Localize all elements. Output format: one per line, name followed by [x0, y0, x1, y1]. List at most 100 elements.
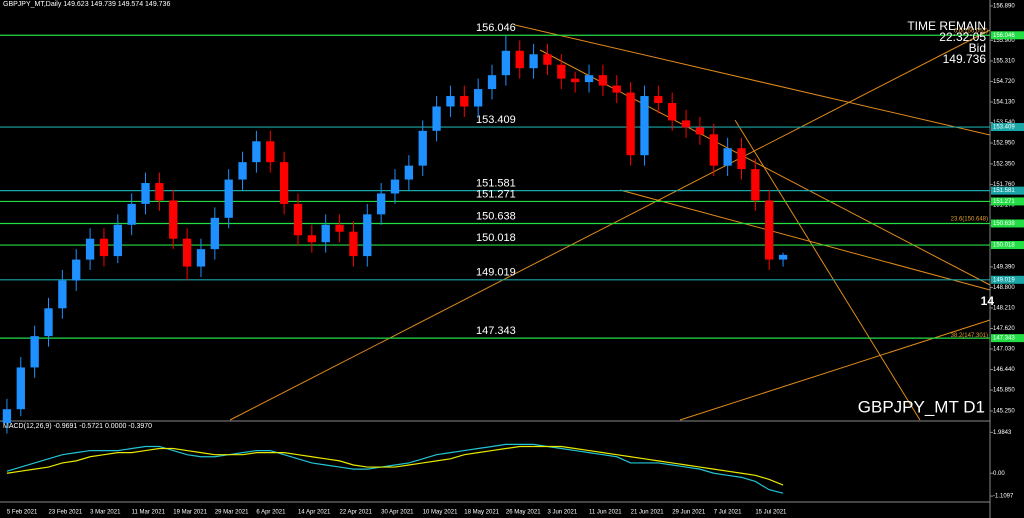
macd-line	[6, 443, 784, 494]
candle-body	[515, 50, 524, 69]
y-tick-label: 154.130	[993, 100, 1015, 106]
level-box-label: 153.409	[993, 125, 1015, 131]
candle-body	[501, 50, 511, 76]
level-label: 151.581	[476, 178, 516, 190]
x-tick-label: 11 Jun 2021	[589, 510, 622, 516]
level-box	[991, 334, 1024, 343]
candle-body	[16, 367, 25, 410]
x-tick-label: 18 May 2021	[464, 510, 499, 516]
fib-label: 38.2(147.301)	[951, 333, 988, 339]
level-label: 150.638	[476, 210, 516, 222]
chart-title: GBPJPY_MT,Daily 149.623 149.739 149.574 …	[3, 1, 170, 8]
candle-body	[778, 254, 788, 260]
candle-body	[404, 165, 414, 180]
candle-body	[293, 203, 303, 236]
watermark: GBPJPY_MT D1	[858, 397, 985, 416]
candle-body	[584, 75, 594, 83]
candle-body	[85, 238, 95, 260]
candle-body	[737, 148, 746, 170]
y-tick-label: 154.720	[993, 79, 1015, 85]
y-tick-label: 155.900	[993, 38, 1015, 44]
x-tick-label: 30 Apr 2021	[381, 510, 414, 516]
macd-line	[6, 445, 784, 486]
y-tick-label: 151.170	[993, 203, 1015, 209]
candle-body	[141, 183, 150, 204]
candle-body	[432, 106, 441, 131]
candle-body	[279, 162, 289, 204]
candle-body	[30, 336, 39, 368]
level-box	[991, 197, 1024, 206]
candle-body	[543, 54, 552, 65]
fib-label: 0.0(156.057)	[954, 28, 988, 34]
candle-body	[127, 203, 136, 225]
y-tick-label: 145.850	[993, 388, 1015, 394]
candle-body	[668, 102, 677, 121]
x-tick-label: 29 Mar 2021	[215, 510, 249, 516]
candle-body	[238, 162, 247, 180]
x-tick-label: 15 Jul 2021	[755, 510, 787, 516]
candle-body	[196, 249, 206, 267]
candle-body	[307, 235, 316, 243]
x-tick-label: 6 Apr 2021	[256, 510, 286, 516]
y-tick-label: 147.620	[993, 326, 1015, 332]
level-label: 149.019	[476, 267, 516, 279]
level-box	[991, 31, 1024, 40]
candle-body	[474, 89, 483, 107]
candle-body	[529, 54, 538, 69]
level-box	[991, 186, 1024, 195]
level-box-label: 149.019	[993, 277, 1015, 283]
level-box-label: 151.581	[993, 188, 1015, 194]
candle-body	[72, 259, 81, 281]
x-tick-label: 29 Jun 2021	[672, 510, 706, 516]
level-box	[991, 123, 1024, 132]
level-label: 151.271	[476, 188, 516, 200]
macd-y-tick-label: 0.00	[993, 471, 1005, 477]
y-tick-label: 146.440	[993, 367, 1015, 373]
y-tick-label: 148.800	[993, 285, 1015, 291]
y-tick-label: 152.350	[993, 161, 1015, 167]
info-text: TIME REMAIN	[907, 19, 986, 33]
candle-body	[654, 96, 663, 103]
y-tick-label: 145.250	[993, 409, 1015, 415]
candle-body	[2, 409, 12, 424]
level-label: 156.046	[476, 22, 516, 34]
candle-body	[44, 308, 53, 337]
level-box-label: 147.343	[993, 336, 1015, 342]
x-tick-label: 23 Feb 2021	[49, 510, 83, 516]
candle-body	[598, 75, 608, 86]
candle-body	[765, 200, 774, 260]
candle-body	[169, 200, 178, 239]
info-text: 22:32:05	[939, 30, 986, 44]
x-tick-label: 14 Apr 2021	[298, 510, 331, 516]
info-text: 149.736	[943, 52, 987, 66]
candle-body	[182, 238, 192, 267]
candle-body	[446, 96, 455, 107]
x-tick-label: 3 Mar 2021	[90, 510, 121, 516]
level-box	[991, 275, 1024, 284]
level-box	[991, 219, 1024, 228]
candle-body	[557, 64, 566, 79]
x-tick-label: 21 Jun 2021	[631, 510, 665, 516]
candle-body	[681, 120, 691, 128]
candle-body	[709, 134, 718, 166]
candle-body	[266, 141, 275, 163]
level-label: 153.409	[476, 114, 516, 126]
y-tick-label: 156.890	[993, 3, 1015, 9]
x-tick-label: 5 Feb 2021	[7, 510, 38, 516]
candle-body	[640, 96, 649, 156]
level-label: 150.018	[476, 232, 516, 244]
info-text: Bid	[969, 41, 986, 55]
x-tick-label: 11 Mar 2021	[132, 510, 166, 516]
y-tick-label: 147.030	[993, 347, 1015, 353]
level-box	[991, 241, 1024, 250]
trendlines	[229, 24, 991, 421]
y-tick-label: 149.390	[993, 264, 1015, 270]
x-tick-label: 26 May 2021	[506, 510, 541, 516]
candle-body	[113, 224, 122, 257]
candle-body	[155, 183, 164, 201]
x-tick-label: 19 Mar 2021	[173, 510, 207, 516]
x-tick-label: 22 Apr 2021	[340, 510, 373, 516]
y-tick-label: 148.210	[993, 306, 1015, 312]
x-tick-label: 7 Jul 2021	[714, 510, 742, 516]
x-tick-label: 3 Jun 2021	[547, 510, 577, 516]
